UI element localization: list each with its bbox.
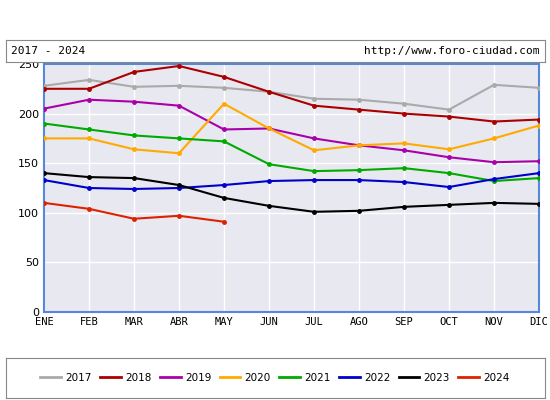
Text: Evolucion del paro registrado en Dodro: Evolucion del paro registrado en Dodro	[102, 16, 448, 32]
Legend: 2017, 2018, 2019, 2020, 2021, 2022, 2023, 2024: 2017, 2018, 2019, 2020, 2021, 2022, 2023…	[36, 369, 514, 387]
Text: 2017 - 2024: 2017 - 2024	[11, 46, 85, 56]
Text: http://www.foro-ciudad.com: http://www.foro-ciudad.com	[364, 46, 539, 56]
